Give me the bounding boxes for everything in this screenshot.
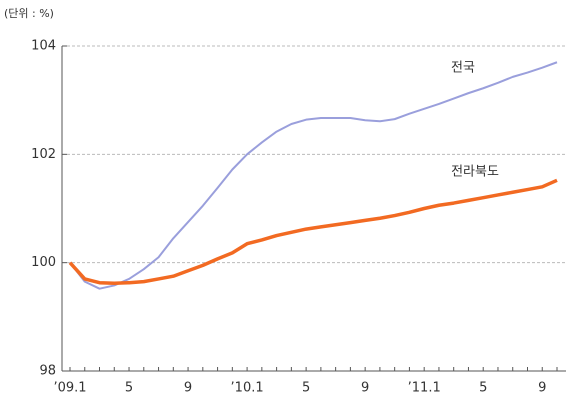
x-tick-label: ’09.1: [53, 381, 86, 396]
x-tick-label: 5: [302, 381, 310, 396]
x-tick-label: 5: [125, 381, 133, 396]
x-tick-label: 9: [538, 381, 546, 396]
y-tick-label: 100: [31, 255, 56, 270]
x-tick-label: 9: [184, 381, 192, 396]
x-tick-label: 5: [479, 381, 487, 396]
series-line: [68, 178, 558, 285]
x-tick-label: ’11.1: [408, 381, 441, 396]
x-tick-label: 9: [361, 381, 369, 396]
y-tick-label: 104: [31, 39, 56, 54]
series-line: [69, 61, 558, 290]
y-tick-label: 102: [31, 147, 56, 162]
x-tick-label: ’10.1: [231, 381, 264, 396]
series-label: 전라북도: [451, 165, 499, 180]
series-label: 전국: [451, 61, 475, 76]
unit-note: (단위 : %): [4, 7, 54, 20]
y-tick-label: 98: [39, 364, 56, 379]
